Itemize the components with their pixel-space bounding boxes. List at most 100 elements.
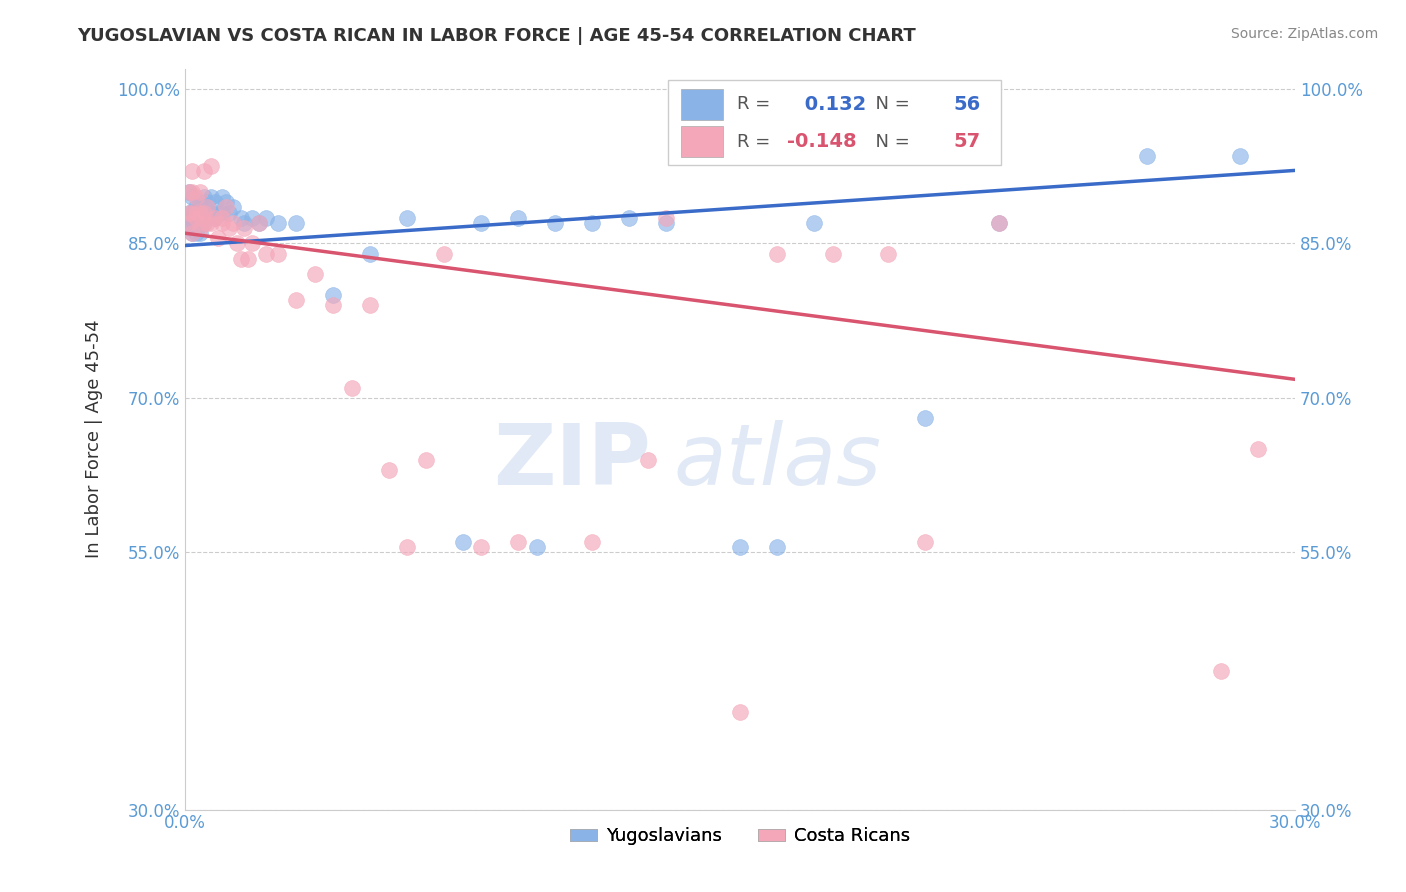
Point (470, 216, 492, 230)
Point (204, 211, 226, 225)
Text: -0.148: -0.148 (786, 132, 856, 152)
Point (218, 221, 240, 235)
Text: 0.132: 0.132 (797, 95, 866, 113)
Point (233, 221, 256, 235)
Point (247, 216, 270, 230)
Point (1209, 664, 1232, 678)
Point (186, 201, 208, 215)
Point (766, 540, 789, 554)
Text: R =: R = (737, 133, 776, 151)
Point (186, 211, 208, 225)
Point (988, 216, 1011, 230)
Point (451, 535, 474, 549)
Point (177, 185, 200, 199)
Point (506, 535, 529, 549)
Point (655, 211, 678, 225)
Point (322, 288, 344, 302)
Point (233, 216, 256, 230)
Point (177, 205, 200, 219)
Point (207, 231, 229, 245)
Point (177, 185, 200, 199)
Point (193, 164, 215, 178)
Point (195, 216, 218, 230)
Point (914, 411, 936, 425)
Point (188, 226, 211, 240)
Bar (681, 88, 723, 120)
Point (359, 298, 381, 312)
FancyBboxPatch shape (668, 79, 1001, 165)
Text: ZIP: ZIP (494, 420, 651, 503)
Point (377, 463, 399, 477)
Point (215, 195, 238, 210)
Point (506, 211, 529, 225)
Point (177, 216, 200, 230)
Legend: Yugoslavians, Costa Ricans: Yugoslavians, Costa Ricans (562, 820, 918, 853)
Point (181, 205, 204, 219)
Point (204, 211, 226, 225)
Point (322, 298, 344, 312)
Point (181, 226, 204, 240)
Point (359, 247, 381, 261)
Point (181, 216, 204, 230)
Point (193, 216, 215, 230)
Point (225, 236, 247, 251)
Point (340, 380, 363, 394)
Point (188, 211, 211, 225)
Point (195, 211, 218, 225)
Point (247, 216, 270, 230)
Text: 57: 57 (953, 132, 980, 152)
Point (766, 247, 789, 261)
Point (914, 535, 936, 549)
Point (193, 205, 215, 219)
Point (470, 540, 492, 554)
Point (396, 540, 419, 554)
Point (240, 211, 263, 225)
Point (581, 216, 603, 230)
Point (229, 252, 252, 266)
Point (193, 216, 215, 230)
Point (728, 540, 751, 554)
Point (637, 452, 659, 467)
Point (222, 216, 245, 230)
Point (181, 211, 204, 225)
Point (229, 211, 252, 225)
Point (285, 216, 308, 230)
Y-axis label: In Labor Force | Age 45-54: In Labor Force | Age 45-54 (86, 319, 103, 558)
Point (207, 205, 229, 219)
Point (266, 216, 288, 230)
Text: 56: 56 (953, 95, 980, 113)
Point (200, 159, 222, 173)
Point (181, 205, 204, 219)
Point (415, 452, 437, 467)
Point (200, 190, 222, 204)
Point (218, 205, 240, 219)
Point (186, 190, 208, 204)
Text: atlas: atlas (673, 420, 882, 503)
Point (204, 195, 226, 210)
Point (211, 190, 233, 204)
Point (285, 293, 308, 307)
Point (877, 247, 900, 261)
Text: YUGOSLAVIAN VS COSTA RICAN IN LABOR FORCE | AGE 45-54 CORRELATION CHART: YUGOSLAVIAN VS COSTA RICAN IN LABOR FORC… (77, 27, 917, 45)
Point (256, 211, 278, 225)
Point (181, 185, 204, 199)
Text: N =: N = (865, 95, 915, 113)
Point (544, 216, 567, 230)
Point (803, 216, 825, 230)
Point (1136, 149, 1159, 163)
Point (195, 195, 218, 210)
Point (433, 247, 456, 261)
Point (181, 190, 204, 204)
Text: N =: N = (865, 133, 915, 151)
Point (181, 226, 204, 240)
Point (188, 221, 211, 235)
Point (526, 540, 548, 554)
Text: R =: R = (737, 95, 776, 113)
Point (188, 195, 211, 210)
Point (617, 211, 640, 225)
Point (988, 216, 1011, 230)
Point (222, 201, 245, 215)
Point (181, 164, 204, 178)
Point (211, 216, 233, 230)
Point (655, 216, 678, 230)
